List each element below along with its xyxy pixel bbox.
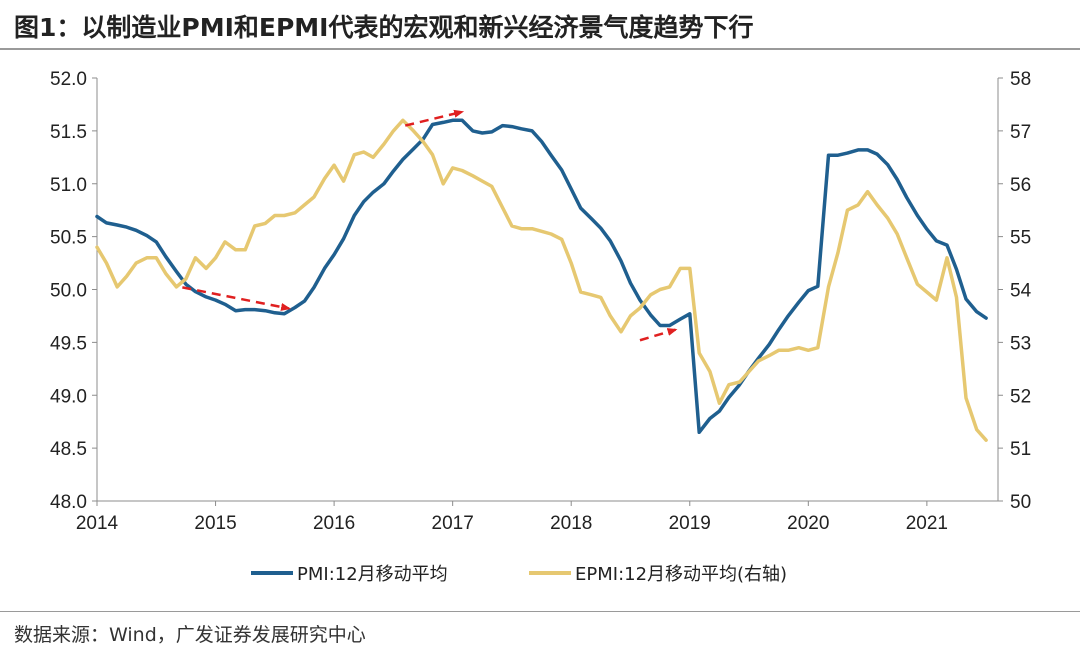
right-tick-label: 55 — [1010, 228, 1031, 249]
x-tick-label: 2017 — [432, 513, 474, 534]
right-tick-label: 50 — [1010, 492, 1031, 513]
x-axis-ticks: 2014 2015 2016 2017 2018 2019 2020 2021 — [76, 501, 948, 534]
left-axis-ticks: 48.0 48.5 49.0 49.5 50.0 50.5 51.0 51.5 52.0 — [50, 69, 97, 513]
left-tick-label: 49.5 — [50, 333, 87, 354]
trend-arrow — [182, 286, 292, 311]
source-note: 数据来源：Wind，广发证券发展研究中心 — [14, 624, 366, 646]
legend-label-pmi: PMI:12月移动平均 — [297, 564, 448, 585]
series-line-pmi — [95, 118, 988, 435]
series-line-epmi — [95, 118, 988, 442]
series-layer — [95, 118, 988, 442]
page-title: 图1：以制造业PMI和EPMI代表的宏观和新兴经济景气度趋势下行 — [14, 13, 754, 42]
x-tick-label: 2020 — [787, 513, 829, 534]
right-tick-label: 56 — [1010, 175, 1031, 196]
legend-label-epmi: EPMI:12月移动平均(右轴) — [575, 564, 787, 585]
annotation-layer — [182, 109, 678, 342]
x-tick-label: 2019 — [669, 513, 711, 534]
x-tick-label: 2015 — [194, 513, 236, 534]
right-tick-label: 57 — [1010, 122, 1031, 143]
right-tick-label: 52 — [1010, 386, 1031, 407]
left-tick-label: 48.5 — [50, 439, 87, 460]
trend-arrow — [404, 109, 465, 127]
left-tick-label: 50.0 — [50, 281, 87, 302]
x-tick-label: 2021 — [906, 513, 948, 534]
right-tick-label: 54 — [1010, 281, 1032, 302]
right-axis-ticks: 50 51 52 53 54 55 56 57 58 — [998, 69, 1032, 513]
left-tick-label: 49.0 — [50, 386, 87, 407]
source-divider — [0, 611, 1080, 612]
left-tick-label: 51.0 — [50, 175, 87, 196]
x-tick-label: 2014 — [76, 513, 119, 534]
right-tick-label: 51 — [1010, 439, 1031, 460]
right-tick-label: 53 — [1010, 333, 1031, 354]
x-tick-label: 2018 — [550, 513, 592, 534]
line-chart: 48.048.549.049.550.050.551.051.552.0 505… — [50, 69, 1032, 585]
left-tick-label: 51.5 — [50, 122, 87, 143]
left-tick-label: 48.0 — [50, 492, 87, 513]
title-divider — [0, 48, 1080, 50]
legend: PMI:12月移动平均 EPMI:12月移动平均(右轴) — [251, 564, 787, 585]
x-tick-label: 2016 — [313, 513, 355, 534]
trend-arrow — [639, 328, 678, 342]
left-tick-label: 52.0 — [50, 69, 87, 90]
left-tick-label: 50.5 — [50, 228, 87, 249]
right-tick-label: 58 — [1010, 69, 1031, 90]
chart-axes — [96, 78, 999, 502]
